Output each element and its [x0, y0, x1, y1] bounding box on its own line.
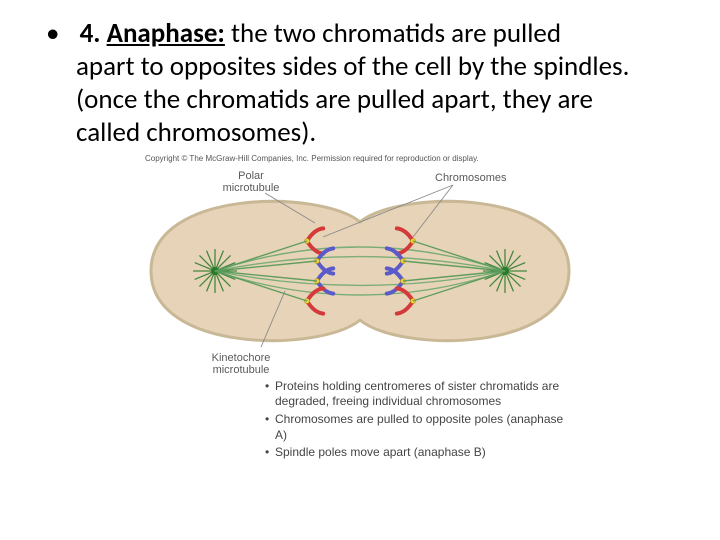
caption-item: Proteins holding centromeres of sister c…	[265, 379, 575, 410]
item-text-2: apart to opposites sides of the cell by …	[46, 51, 650, 150]
svg-text:Chromosomes: Chromosomes	[435, 172, 507, 184]
main-text-block: 4. Anaphase: the two chromatids are pull…	[0, 18, 720, 150]
item-number: 4.	[80, 17, 101, 50]
figure-caption: Proteins holding centromeres of sister c…	[145, 379, 575, 461]
figure-container: Copyright © The McGraw-Hill Companies, I…	[145, 154, 575, 461]
caption-item: Chromosomes are pulled to opposite poles…	[265, 412, 575, 443]
item-term: Anaphase:	[107, 17, 225, 50]
svg-text:microtubule: microtubule	[213, 364, 270, 373]
svg-text:Polar: Polar	[238, 170, 264, 182]
bullet-item: 4. Anaphase: the two chromatids are pull…	[46, 18, 650, 150]
item-text-1: the two chromatids are pulled	[225, 17, 561, 50]
caption-item: Spindle poles move apart (anaphase B)	[265, 445, 575, 461]
svg-text:microtubule: microtubule	[223, 182, 280, 194]
svg-text:Kinetochore: Kinetochore	[212, 352, 271, 364]
anaphase-diagram: PolarmicrotubuleChromosomesKinetochoremi…	[145, 163, 575, 373]
copyright-text: Copyright © The McGraw-Hill Companies, I…	[145, 154, 575, 163]
